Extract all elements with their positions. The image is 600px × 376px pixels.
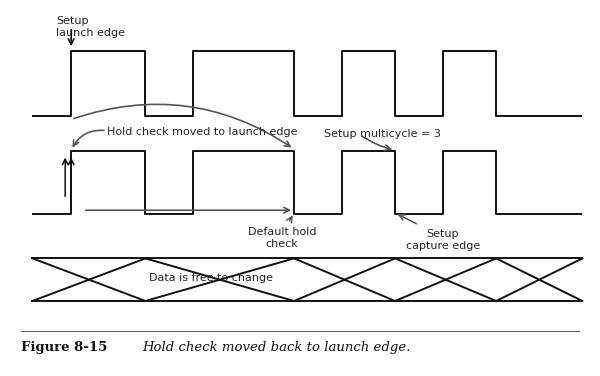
Text: Hold check moved back to launch edge.: Hold check moved back to launch edge. xyxy=(142,341,411,354)
Text: Default hold
check: Default hold check xyxy=(248,227,316,249)
Text: Data is free to change: Data is free to change xyxy=(149,273,273,283)
Text: Setup
launch edge: Setup launch edge xyxy=(56,16,125,38)
Text: Setup
capture edge: Setup capture edge xyxy=(406,229,480,251)
Text: Hold check moved to launch edge: Hold check moved to launch edge xyxy=(107,127,298,137)
Text: Setup multicycle = 3: Setup multicycle = 3 xyxy=(324,129,440,139)
Text: Figure 8-15: Figure 8-15 xyxy=(20,341,107,354)
